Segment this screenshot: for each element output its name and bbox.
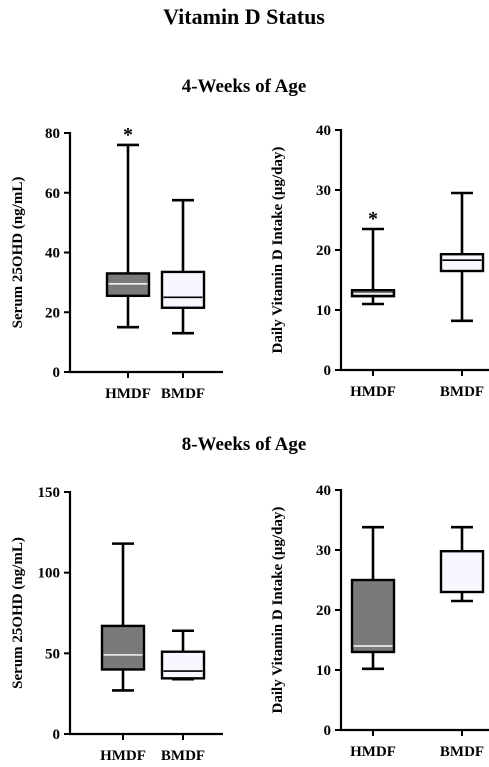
x-category-label: BMDF bbox=[440, 384, 484, 400]
significance-asterisk: * bbox=[123, 124, 133, 146]
iqr-box bbox=[160, 650, 206, 680]
y-tick-label: 60 bbox=[45, 186, 60, 202]
y-tick-label: 0 bbox=[53, 365, 61, 381]
y-tick-label: 0 bbox=[324, 723, 332, 739]
box-plot-panel-2: 0 10 20 30 40 HMDF BMDF Daily Vitamin D Intake … bbox=[270, 123, 489, 400]
box-bmdf bbox=[160, 629, 206, 681]
box-bmdf bbox=[439, 191, 485, 323]
y-tick-label: 20 bbox=[45, 305, 60, 321]
x-category-label: HMDF bbox=[350, 744, 396, 760]
x-category-label: BMDF bbox=[161, 386, 205, 402]
y-tick-label: 0 bbox=[324, 363, 332, 379]
y-tick-label: 10 bbox=[316, 663, 331, 679]
y-axis-label: Daily Vitamin D Intake (μg/day) bbox=[270, 507, 286, 714]
box-hmdf bbox=[100, 542, 146, 692]
figure-title: Vitamin D Status bbox=[163, 4, 325, 29]
y-axis-label: Serum 25OHD (ng/mL) bbox=[10, 537, 26, 689]
y-tick-label: 50 bbox=[45, 646, 60, 662]
box-plot-panel-4: 0 10 20 30 40 HMDF BMDF Daily Vitamin D Intake … bbox=[270, 483, 489, 760]
x-category-label: BMDF bbox=[161, 748, 205, 764]
y-tick-label: 0 bbox=[53, 727, 61, 743]
y-tick-label: 80 bbox=[45, 126, 60, 142]
box-bmdf bbox=[439, 525, 485, 603]
iqr-box bbox=[350, 578, 396, 654]
box-plot-panel-1: 0 20 40 60 80 HMDF BMDF Serum 25OHD (ng/mL) * bbox=[10, 124, 223, 402]
box-bmdf bbox=[160, 198, 206, 335]
y-axis-label: Daily Vitamin D Intake (μg/day) bbox=[270, 147, 286, 354]
box-hmdf: * bbox=[350, 208, 396, 306]
y-tick-label: 20 bbox=[316, 243, 331, 259]
significance-asterisk: * bbox=[368, 208, 378, 230]
y-axis-label: Serum 25OHD (ng/mL) bbox=[10, 177, 26, 329]
section-title-8-weeks: 8-Weeks of Age bbox=[182, 434, 307, 455]
y-tick-label: 40 bbox=[316, 483, 331, 499]
y-tick-label: 30 bbox=[316, 183, 331, 199]
section-title-4-weeks: 4-Weeks of Age bbox=[182, 76, 307, 97]
x-category-label: HMDF bbox=[100, 748, 146, 764]
x-category-label: HMDF bbox=[105, 386, 151, 402]
iqr-box bbox=[105, 272, 151, 298]
y-tick-label: 40 bbox=[45, 246, 60, 262]
y-tick-label: 10 bbox=[316, 303, 331, 319]
x-category-label: HMDF bbox=[350, 384, 396, 400]
box-hmdf bbox=[350, 525, 396, 671]
y-tick-label: 30 bbox=[316, 543, 331, 559]
x-category-label: BMDF bbox=[440, 744, 484, 760]
box-plot-panel-3: 0 50 100 150 HMDF BMDF Serum 25OHD (ng/mL) bbox=[10, 485, 223, 764]
iqr-box bbox=[160, 270, 206, 309]
y-tick-label: 100 bbox=[38, 566, 61, 582]
iqr-box bbox=[439, 550, 485, 594]
box-hmdf: * bbox=[105, 124, 151, 329]
y-tick-label: 150 bbox=[38, 485, 61, 501]
y-tick-label: 40 bbox=[316, 123, 331, 139]
iqr-box bbox=[100, 624, 146, 671]
y-tick-label: 20 bbox=[316, 603, 331, 619]
iqr-box bbox=[439, 252, 485, 273]
